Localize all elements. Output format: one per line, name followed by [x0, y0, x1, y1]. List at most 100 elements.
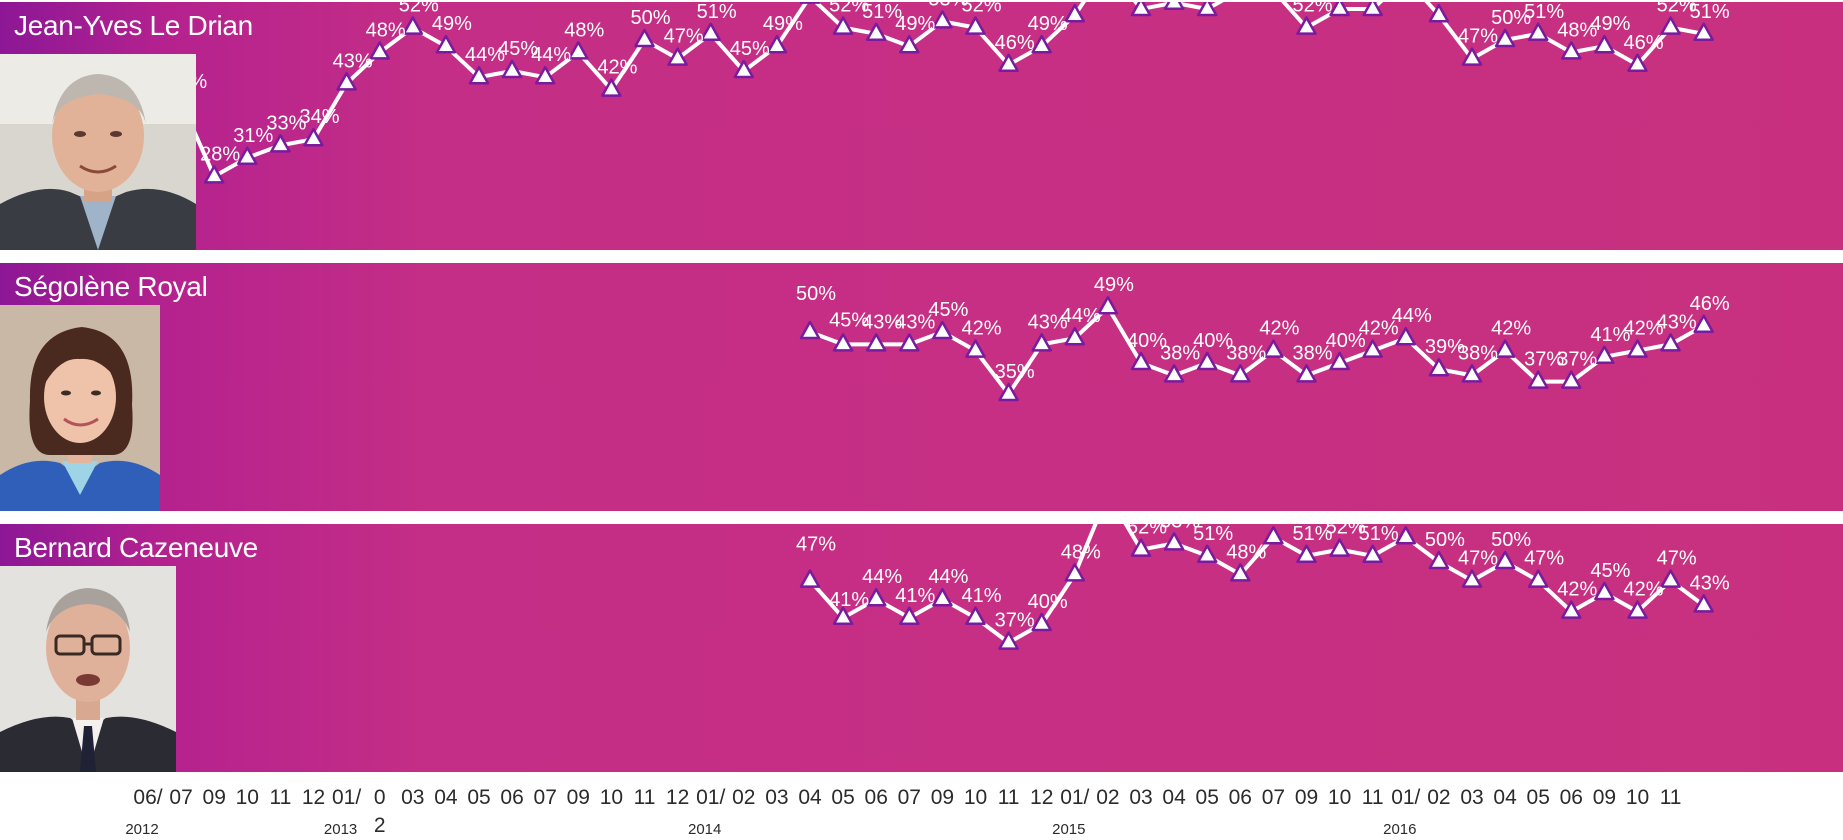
data-label-le-drian: 52% [1292, 2, 1332, 17]
data-label-royal: 50% [796, 283, 836, 305]
data-label-royal: 40% [1326, 330, 1366, 352]
data-point-royal [799, 320, 821, 340]
data-label-cazeneuve: 44% [928, 566, 968, 588]
data-point-royal [1660, 333, 1681, 352]
data-label-le-drian: 53% [928, 2, 968, 10]
x-tick-label: 05 [1527, 786, 1550, 809]
data-point-le-drian [1163, 2, 1185, 11]
portrait-photo [0, 54, 196, 250]
data-point-le-drian [1594, 34, 1615, 54]
x-tick-label: 02 [1427, 786, 1450, 809]
data-point-le-drian [865, 22, 887, 42]
data-point-royal [1296, 364, 1317, 383]
data-label-royal: 41% [1590, 324, 1630, 346]
data-label-royal: 35% [995, 361, 1035, 383]
data-label-royal: 38% [1160, 342, 1200, 364]
data-point-le-drian [1461, 47, 1483, 66]
data-label-le-drian: 49% [895, 13, 935, 35]
x-tick-label: 02 [1096, 786, 1119, 809]
data-point-cazeneuve [1594, 581, 1615, 601]
data-point-le-drian [402, 16, 424, 35]
data-label-cazeneuve: 41% [829, 589, 869, 611]
data-point-le-drian [369, 41, 390, 60]
data-label-royal: 40% [1193, 330, 1233, 352]
data-point-royal [1693, 314, 1714, 334]
data-label-le-drian: 52% [961, 2, 1001, 17]
x-tick-label: 06 [865, 786, 888, 809]
data-point-royal [1461, 364, 1483, 383]
x-tick-label: 01/ [696, 786, 725, 809]
data-label-cazeneuve: 51% [1359, 524, 1399, 545]
data-point-le-drian [634, 28, 655, 48]
x-tick-label: 04 [1162, 786, 1186, 809]
data-label-le-drian: 51% [862, 2, 902, 23]
data-point-royal [899, 333, 920, 352]
x-tick-label: 12 [302, 786, 325, 809]
data-label-royal: 42% [1491, 318, 1531, 340]
data-label-le-drian: 50% [1491, 7, 1531, 29]
data-label-le-drian: 48% [366, 19, 406, 41]
data-label-cazeneuve: 41% [961, 585, 1001, 607]
data-label-cazeneuve: 40% [1028, 591, 1068, 613]
x-tick-label: 10 [1626, 786, 1649, 809]
series-line-cazeneuve [808, 524, 1705, 645]
data-label-le-drian: 31% [233, 125, 273, 147]
data-point-le-drian [1693, 22, 1714, 42]
portrait-photo [0, 305, 160, 511]
data-point-cazeneuve [832, 606, 854, 626]
data-point-royal [932, 320, 953, 340]
data-label-cazeneuve: 42% [1623, 579, 1663, 601]
panel-name-royal: Ségolène Royal [14, 271, 208, 302]
data-label-le-drian: 50% [630, 7, 670, 29]
data-point-le-drian [1196, 2, 1218, 17]
line-chart-royal: 50%45%43%43%45%42%35%43%44%49%40%38%40%3… [796, 274, 1730, 402]
data-label-cazeneuve: 42% [1557, 579, 1597, 601]
data-label-cazeneuve: 54% [1259, 524, 1299, 526]
data-point-le-drian [501, 59, 523, 79]
data-label-royal: 42% [1359, 318, 1399, 340]
data-label-royal: 39% [1425, 336, 1465, 358]
panel-name-cazeneuve: Bernard Cazeneuve [14, 532, 258, 563]
data-point-cazeneuve [1163, 532, 1185, 551]
x-tick-label: 07 [169, 786, 192, 809]
x-tick-label: 06/ [133, 786, 162, 809]
data-point-cazeneuve [1693, 594, 1714, 613]
data-point-royal [965, 339, 986, 358]
data-point-royal [865, 333, 887, 352]
data-point-royal [1594, 345, 1615, 365]
x-year-label: 2014 [688, 821, 721, 838]
data-label-cazeneuve: 43% [1690, 572, 1730, 594]
data-label-cazeneuve: 41% [895, 585, 935, 607]
data-label-royal: 45% [829, 309, 869, 331]
x-tick-label: 04 [798, 786, 822, 809]
data-label-cazeneuve: 50% [1491, 529, 1531, 551]
data-point-le-drian [733, 59, 755, 79]
x-tick-label: 0 [374, 786, 386, 809]
x-tick-label: 09 [1593, 786, 1616, 809]
x-tick-label: 06 [500, 786, 523, 809]
data-point-le-drian [303, 127, 324, 147]
data-point-le-drian [1627, 53, 1648, 73]
data-point-le-drian [932, 10, 953, 29]
data-point-cazeneuve [1296, 544, 1317, 564]
x-tick-label: 07 [898, 786, 921, 809]
data-label-le-drian: 45% [498, 38, 538, 60]
data-label-cazeneuve: 44% [862, 566, 902, 588]
data-point-cazeneuve [1329, 538, 1350, 557]
data-label-cazeneuve: 47% [1657, 548, 1697, 570]
data-point-le-drian [899, 34, 920, 54]
data-point-royal [998, 382, 1019, 402]
data-label-royal: 38% [1226, 342, 1266, 364]
data-point-le-drian [1130, 2, 1152, 17]
panel-name-le-drian: Jean-Yves Le Drian [14, 10, 253, 41]
data-point-le-drian [568, 41, 589, 60]
data-label-le-drian: 49% [1028, 13, 1068, 35]
data-point-cazeneuve [1064, 563, 1086, 582]
data-label-cazeneuve: 48% [1226, 541, 1266, 563]
chart-panel-royal: 50% 45% 43% 43% 45% 42% 35% 43% 44% 49% 40% 38% 40% 3… [0, 263, 1843, 511]
data-point-le-drian [468, 65, 490, 85]
data-label-cazeneuve: 53% [1160, 524, 1200, 532]
data-point-le-drian [667, 47, 688, 66]
x-year-label: 2016 [1383, 821, 1416, 838]
data-point-le-drian [1494, 28, 1516, 48]
